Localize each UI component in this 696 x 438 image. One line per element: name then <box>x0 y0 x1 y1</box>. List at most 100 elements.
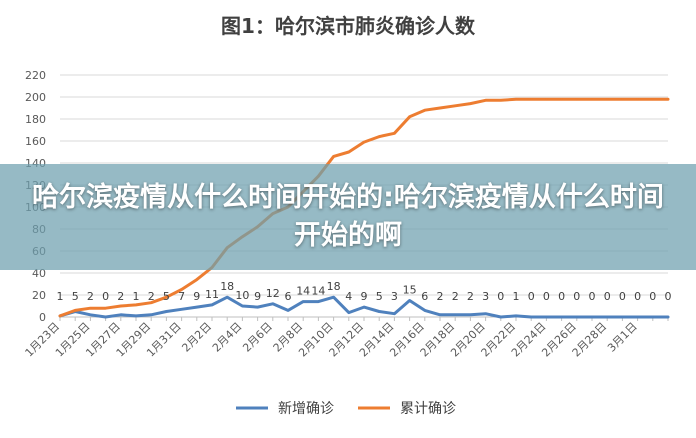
point-new-cases <box>150 313 153 316</box>
data-label: 0 <box>573 290 580 303</box>
x-tick-label: 2月4日 <box>210 320 245 355</box>
point-new-cases <box>499 315 502 319</box>
point-new-cases <box>575 315 578 319</box>
data-label: 14 <box>296 285 310 298</box>
point-new-cases <box>530 315 533 319</box>
y-tick-label: 220 <box>25 69 46 82</box>
data-label: 11 <box>205 288 219 301</box>
data-label: 9 <box>254 290 261 303</box>
point-cumulative <box>423 109 426 112</box>
data-label: 1 <box>133 290 140 303</box>
data-label: 2 <box>87 290 94 303</box>
point-cumulative <box>332 155 335 158</box>
point-cumulative <box>606 98 609 101</box>
point-new-cases <box>302 300 305 303</box>
data-label: 7 <box>178 290 185 303</box>
data-label: 5 <box>163 290 170 303</box>
data-label: 1 <box>57 290 64 303</box>
point-new-cases <box>606 315 609 319</box>
x-tick-label: 2月6日 <box>240 320 275 355</box>
point-cumulative <box>393 132 396 135</box>
data-label: 5 <box>376 290 383 303</box>
data-label: 10 <box>235 289 249 302</box>
point-new-cases <box>666 315 670 319</box>
data-label: 18 <box>327 280 341 293</box>
point-cumulative <box>104 307 107 310</box>
data-label: 9 <box>361 290 368 303</box>
data-label: 2 <box>437 290 444 303</box>
point-new-cases <box>454 313 457 316</box>
data-label: 0 <box>528 290 535 303</box>
series-layer <box>58 97 670 319</box>
point-new-cases <box>514 314 518 318</box>
point-cumulative <box>636 98 639 101</box>
data-label: 0 <box>589 290 596 303</box>
point-new-cases <box>119 313 123 316</box>
data-label: 3 <box>391 290 398 303</box>
data-label: 0 <box>102 290 109 303</box>
y-tick-label: 0 <box>39 311 46 324</box>
point-cumulative <box>590 98 594 101</box>
point-cumulative <box>180 288 183 291</box>
point-cumulative <box>165 296 168 299</box>
point-new-cases <box>362 305 366 309</box>
data-label: 2 <box>117 290 124 303</box>
point-new-cases <box>104 315 107 319</box>
data-label: 9 <box>193 290 200 303</box>
point-new-cases <box>651 315 654 319</box>
point-new-cases <box>165 310 168 313</box>
point-cumulative <box>438 106 442 110</box>
legend-label-new-cases: 新增确诊 <box>278 401 334 417</box>
point-cumulative <box>530 98 533 101</box>
data-label: 6 <box>421 290 428 303</box>
point-cumulative <box>666 98 670 101</box>
data-label: 14 <box>311 285 325 298</box>
point-new-cases <box>590 315 594 319</box>
point-cumulative <box>469 102 472 105</box>
point-new-cases <box>256 305 259 309</box>
data-label: 2 <box>148 290 155 303</box>
data-label: 2 <box>452 290 459 303</box>
point-new-cases <box>545 315 548 319</box>
point-new-cases <box>180 308 183 311</box>
point-cumulative <box>134 303 138 307</box>
data-label: 6 <box>285 290 292 303</box>
x-tick-label: 3月1日 <box>605 320 640 355</box>
point-new-cases <box>484 312 487 315</box>
data-label: 0 <box>497 290 504 303</box>
point-cumulative <box>74 309 77 312</box>
point-cumulative <box>484 99 487 102</box>
point-cumulative <box>347 150 350 154</box>
point-cumulative <box>545 98 548 101</box>
point-cumulative <box>195 278 198 281</box>
point-cumulative <box>362 140 366 144</box>
point-new-cases <box>408 299 411 302</box>
data-label: 0 <box>665 290 672 303</box>
y-tick-label: 160 <box>25 135 46 148</box>
data-label: 12 <box>266 287 280 300</box>
data-label: 0 <box>619 290 626 303</box>
data-label: 3 <box>482 290 489 303</box>
data-label: 4 <box>345 290 352 303</box>
data-label: 0 <box>634 290 641 303</box>
point-new-cases <box>378 310 381 313</box>
headline-text[interactable]: 哈尔滨疫情从什么时间开始的:哈尔滨疫情从什么时间开始的啊 <box>32 182 664 251</box>
point-cumulative <box>621 98 624 101</box>
x-tick-label: 2月2日 <box>179 320 214 355</box>
data-label: 0 <box>558 290 565 303</box>
point-new-cases <box>317 300 320 303</box>
data-label: 15 <box>403 284 417 297</box>
point-new-cases <box>636 315 639 319</box>
point-new-cases <box>195 305 198 309</box>
data-label: 18 <box>220 280 234 293</box>
data-label: 5 <box>72 290 79 303</box>
point-new-cases <box>241 304 244 308</box>
point-new-cases <box>560 315 563 319</box>
data-label: 0 <box>604 290 611 303</box>
point-new-cases <box>347 311 350 314</box>
data-label: 0 <box>543 290 550 303</box>
chart-title: 图1：哈尔滨市肺炎确诊人数 <box>221 14 476 38</box>
point-cumulative <box>378 135 381 138</box>
point-cumulative <box>560 98 563 101</box>
point-new-cases <box>438 313 442 316</box>
